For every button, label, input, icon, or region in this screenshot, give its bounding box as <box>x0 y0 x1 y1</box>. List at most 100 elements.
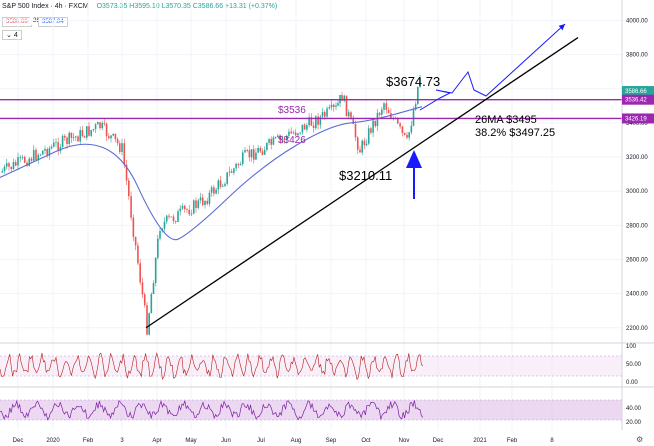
candle-body <box>246 150 248 151</box>
candle-body <box>201 197 204 206</box>
candle-body <box>335 105 337 107</box>
candle-body <box>341 95 343 101</box>
candle-body <box>197 200 200 208</box>
candle-body <box>345 95 348 117</box>
candle-body <box>252 149 255 160</box>
time-tick-label: Sep <box>326 438 337 444</box>
candle-body <box>50 146 53 149</box>
candle-body <box>23 156 26 163</box>
candle-body <box>206 200 209 204</box>
candle-body <box>57 142 59 152</box>
candle-body <box>372 120 374 133</box>
candle-body <box>319 116 322 125</box>
candle-body <box>199 197 202 201</box>
candle-body <box>317 116 319 125</box>
candle-body <box>259 147 262 152</box>
candle-body <box>354 124 357 138</box>
collapse-indicators-button[interactable]: ⌄ 4 <box>2 30 22 40</box>
candle-body <box>195 200 197 208</box>
candle-body <box>137 245 139 264</box>
candle-body <box>12 162 15 170</box>
candle-body <box>299 132 301 134</box>
candle-body <box>283 138 286 140</box>
candle-body <box>248 150 251 158</box>
candle-body <box>230 171 233 173</box>
candle-body <box>26 162 28 166</box>
candle-body <box>97 122 99 125</box>
time-tick-label: Dec <box>433 438 444 444</box>
candle-body <box>105 123 108 137</box>
candle-body <box>403 132 406 135</box>
time-tick-label: Dec <box>13 438 24 444</box>
candle-body <box>41 150 44 155</box>
price-tick-label: 2400.00 <box>626 292 648 298</box>
candle-body <box>79 130 81 142</box>
candle-body <box>172 216 175 222</box>
candle-body <box>210 187 213 193</box>
candle-body <box>401 126 404 133</box>
candle-body <box>72 137 75 138</box>
symbol-title[interactable]: S&P 500 Index · 4h · FXCM <box>2 3 89 10</box>
candle-body <box>376 112 379 127</box>
candle-body <box>68 132 70 144</box>
candle-body <box>130 196 132 218</box>
time-tick-label: Nov <box>399 438 410 444</box>
candle-body <box>419 77 421 88</box>
time-tick-label: 2021 <box>473 438 487 444</box>
candle-body <box>239 164 242 166</box>
candle-body <box>326 108 328 117</box>
candle-body <box>414 104 417 110</box>
candle-body <box>30 158 33 161</box>
price-badge-last-bg <box>622 86 654 97</box>
candle-body <box>83 136 86 138</box>
candle-body <box>306 125 308 130</box>
candle-body <box>285 135 288 140</box>
candle-body <box>174 221 177 222</box>
candle-body <box>48 148 51 156</box>
candle-body <box>219 180 222 187</box>
candle-body <box>412 109 415 126</box>
time-tick-label: Feb <box>83 438 94 444</box>
candle-body <box>119 143 121 152</box>
resistance-lines <box>0 98 622 120</box>
candle-body <box>217 180 220 190</box>
candle-body <box>39 154 42 156</box>
candle-body <box>8 163 10 167</box>
price-tick-label: 3000.00 <box>626 189 648 195</box>
price-badge-last: 3586.66 <box>625 89 647 95</box>
candle-body <box>374 120 377 127</box>
candle-body <box>270 139 273 145</box>
candle-body <box>228 171 231 173</box>
candle-body <box>385 103 388 111</box>
price-tick-label: 4000.00 <box>626 18 648 24</box>
candle-body <box>241 152 244 165</box>
candle-body <box>266 142 268 150</box>
price-badge-3426-bg <box>622 113 654 124</box>
time-tick-label: Aug <box>291 438 302 444</box>
candle-body <box>146 305 148 335</box>
chevron-down-icon: ⌄ <box>6 32 12 39</box>
candle-body <box>332 104 335 107</box>
candle-body <box>44 148 46 151</box>
candle-body <box>356 137 359 150</box>
time-tick-label: Jul <box>257 438 265 444</box>
candle-body <box>257 147 259 153</box>
candle-body <box>139 263 141 283</box>
candle-body <box>114 133 117 140</box>
time-tick-label: 3 <box>120 438 124 444</box>
candle-body <box>215 189 217 194</box>
candle-body <box>32 149 35 161</box>
osc-tick-label: 100 <box>626 344 637 350</box>
candle-body <box>224 183 226 186</box>
candle-body <box>46 148 48 156</box>
price-badge-3536: 3536.42 <box>625 98 647 104</box>
candle-body <box>99 122 101 129</box>
candle-body <box>255 152 257 160</box>
candle-body <box>308 117 310 126</box>
candle-body <box>94 124 97 130</box>
candle-body <box>152 282 155 295</box>
osc-tick-label: 20.00 <box>626 420 642 426</box>
candle-body <box>192 200 195 214</box>
price-tick-label: 2200.00 <box>626 326 648 332</box>
